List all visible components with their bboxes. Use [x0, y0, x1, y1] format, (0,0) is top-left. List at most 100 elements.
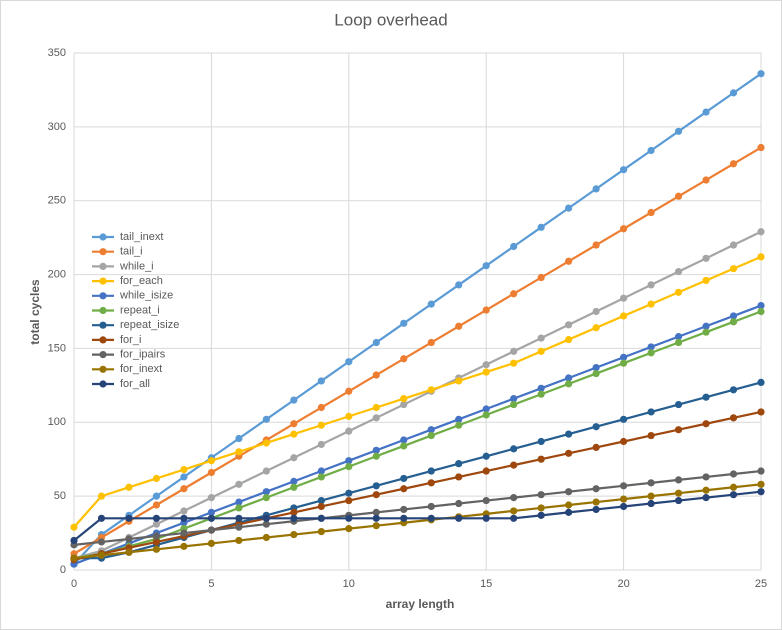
data-point — [482, 452, 490, 460]
series-line — [74, 381, 762, 560]
data-point — [235, 523, 243, 531]
data-point — [757, 253, 765, 261]
legend-label: for_all — [120, 378, 150, 390]
series-line — [73, 483, 762, 560]
data-point — [70, 554, 78, 562]
data-point — [647, 208, 655, 217]
data-point — [482, 514, 490, 522]
data-point — [565, 335, 573, 344]
data-point — [427, 431, 435, 440]
data-point — [592, 241, 600, 249]
data-point — [262, 415, 270, 423]
data-point — [427, 426, 435, 434]
data-point — [372, 452, 380, 460]
data-point — [482, 467, 490, 475]
data-point — [510, 359, 518, 367]
data-point — [757, 70, 765, 78]
data-point — [345, 427, 353, 435]
data-point — [345, 463, 353, 471]
data-point — [70, 536, 78, 545]
legend-label: for_inext — [120, 363, 162, 375]
data-point — [482, 368, 490, 376]
data-point — [674, 400, 683, 409]
data-point — [757, 143, 765, 152]
data-point — [647, 492, 655, 500]
data-point — [400, 400, 408, 409]
data-point — [647, 499, 655, 508]
legend-marker — [99, 351, 107, 359]
data-point — [729, 160, 738, 168]
data-point — [207, 526, 215, 534]
data-point — [647, 408, 655, 416]
data-point — [592, 307, 600, 316]
data-point — [372, 514, 380, 522]
data-point — [565, 257, 573, 265]
data-point — [510, 494, 518, 502]
data-point — [400, 474, 408, 483]
x-tick-label: 0 — [71, 578, 77, 590]
series-line — [73, 310, 762, 560]
data-point — [757, 228, 765, 236]
data-point — [180, 542, 188, 550]
data-point — [674, 268, 683, 276]
data-point — [235, 448, 243, 456]
data-point — [317, 514, 325, 522]
y-axis-label: total cycles — [28, 279, 42, 345]
data-point — [372, 446, 380, 454]
data-point — [482, 262, 490, 270]
data-point — [729, 470, 738, 478]
series-line — [73, 469, 762, 546]
data-point — [180, 473, 188, 481]
y-tick-label: 200 — [48, 268, 66, 280]
y-tick-label: 300 — [48, 121, 66, 133]
data-point — [152, 520, 161, 528]
data-point — [400, 355, 408, 363]
series-line — [73, 146, 762, 555]
data-point — [647, 349, 655, 357]
y-tick-label: 350 — [48, 47, 66, 59]
data-point — [152, 538, 161, 546]
data-point — [510, 395, 518, 403]
y-tick-label: 50 — [54, 490, 66, 502]
data-point — [372, 508, 380, 516]
legend-marker — [99, 380, 107, 388]
data-point — [152, 532, 161, 540]
data-point — [482, 411, 490, 419]
data-point — [125, 483, 133, 491]
data-point — [674, 127, 683, 135]
legend-marker — [99, 365, 107, 373]
data-point — [674, 426, 683, 434]
data-point — [400, 319, 408, 327]
data-point — [455, 514, 463, 522]
data-point — [262, 467, 270, 475]
data-point — [207, 514, 215, 522]
data-point — [317, 421, 325, 429]
data-point — [620, 495, 628, 503]
data-point — [317, 377, 325, 385]
data-point — [427, 386, 435, 394]
data-point — [620, 359, 628, 367]
data-point — [537, 511, 545, 519]
series-line — [73, 230, 762, 560]
data-point — [235, 536, 243, 545]
data-point — [702, 494, 710, 502]
data-point — [482, 496, 490, 505]
data-point — [537, 223, 545, 231]
data-point — [592, 324, 600, 332]
data-point — [455, 460, 463, 468]
legend-label: repeat_isize — [120, 319, 179, 331]
data-point — [729, 491, 738, 499]
data-point — [125, 548, 133, 556]
data-point — [152, 514, 161, 522]
data-point — [537, 273, 545, 282]
data-point — [262, 488, 270, 496]
data-point — [317, 467, 325, 475]
data-point — [372, 482, 380, 490]
data-point — [674, 476, 683, 484]
data-point — [152, 501, 161, 509]
data-point — [757, 378, 765, 387]
data-point — [290, 420, 298, 428]
data-point — [647, 479, 655, 487]
